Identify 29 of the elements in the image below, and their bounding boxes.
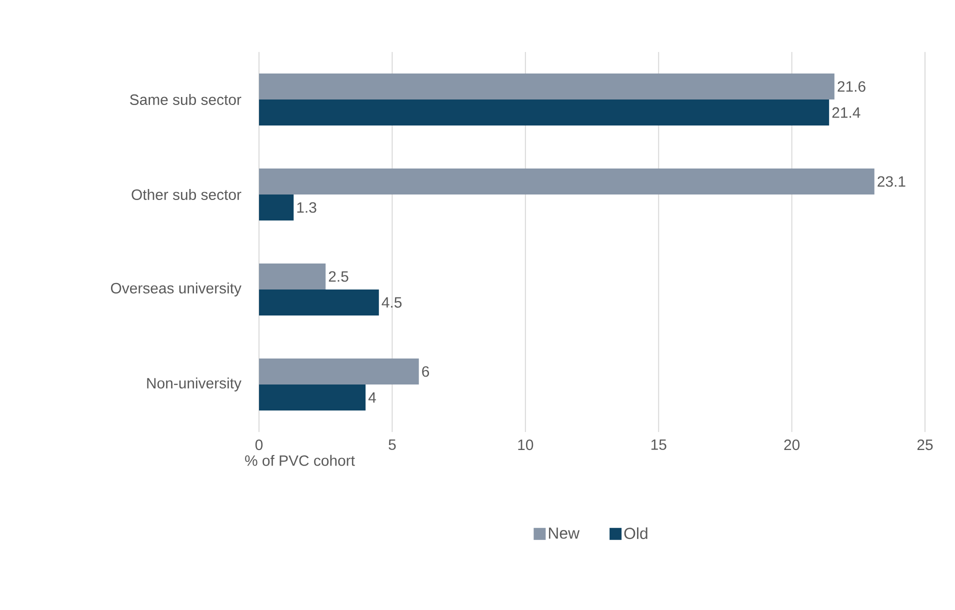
data-label: 4 — [368, 392, 376, 403]
bar — [259, 384, 366, 410]
data-label: 2.5 — [328, 271, 348, 282]
x-tick-label: 25 — [917, 440, 933, 450]
data-label: 4.5 — [382, 297, 402, 308]
legend-label: New — [548, 528, 580, 539]
bar — [259, 263, 326, 290]
data-label: 6 — [422, 366, 430, 377]
y-tick-label: Same sub sector — [130, 94, 242, 105]
x-tick-label: 0 — [255, 440, 263, 450]
data-label: 21.4 — [832, 107, 860, 118]
y-tick-label: Overseas university — [110, 282, 242, 296]
x-tick-label: 15 — [651, 440, 666, 450]
legend-label: Old — [624, 527, 648, 540]
data-label: 1.3 — [297, 202, 316, 213]
data-label: 21.6 — [838, 81, 866, 92]
bar — [259, 358, 419, 384]
bar — [259, 194, 294, 220]
x-tick-label: 20 — [784, 440, 800, 450]
data-label: 23.1 — [878, 176, 906, 187]
x-axis-title: % of PVC cohort — [245, 454, 355, 466]
x-tick-label: 10 — [518, 440, 534, 450]
y-tick-label: Other sub sector — [132, 189, 242, 200]
y-tick-label: Non-university — [147, 378, 242, 392]
bar — [259, 168, 874, 194]
bar — [259, 73, 834, 100]
bar — [259, 99, 830, 126]
bar — [259, 289, 379, 316]
x-tick-label: 5 — [388, 440, 396, 450]
